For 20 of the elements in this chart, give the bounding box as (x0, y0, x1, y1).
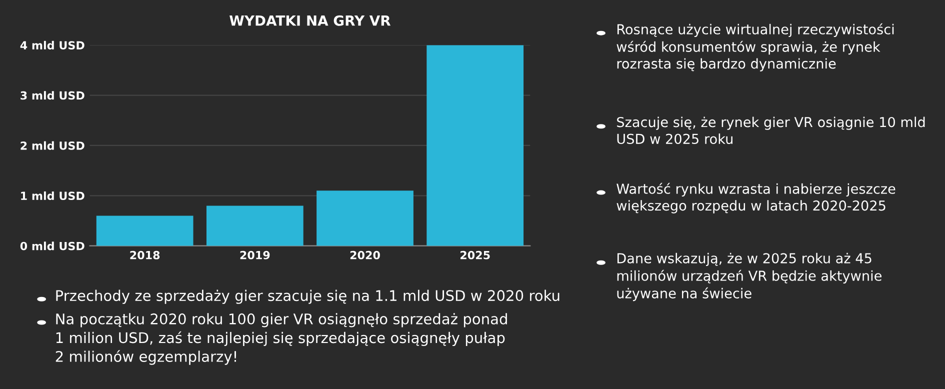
bar (426, 45, 524, 246)
y-tick-label: 4 mld USD (20, 40, 84, 50)
y-tick-label: 1 mld USD (21, 191, 84, 200)
text: Wartość rynku wzrasta i nabierze jeszcze większego rozpędu w latach 2020-2025 (616, 182, 896, 214)
text: Dane wskazują, że w 2025 roku aż 45 milionów urządzeń VR będzie aktywnie używane na świecie (617, 252, 882, 302)
text: Szacuje się, że rynek gier VR osiągnie 10 mld USD w 2025 roku (617, 116, 925, 144)
chart-title: WYDATKI NA GRY VR (230, 15, 391, 26)
x-tick-label: 2019 (240, 250, 270, 260)
bar (206, 206, 304, 246)
bar (96, 216, 194, 246)
text: Rosnące użycie wirtualnej rzeczywistości wśród konsumentów sprawia, że rynek rozrasta się bardzo dynamicznie (616, 23, 894, 72)
x-tick-label: 2020 (350, 250, 380, 260)
bar (316, 190, 414, 246)
text: Na początku 2020 roku 100 gier VR osiągnęło sprzedaż ponad 1 milion USD, zaś te najlepiej się sprzedające osiągnęły pułap 2 milionów egzemplarzy! (56, 313, 507, 365)
x-tick-label: 2018 (130, 250, 160, 260)
text: Przechody ze sprzedaży gier szacuje się na 1.1 mld USD w 2020 roku (56, 290, 560, 304)
y-tick-label: 2 mld USD (20, 141, 84, 150)
x-tick-label: 2025 (460, 250, 490, 260)
y-tick-label: 0 mld USD (20, 242, 84, 250)
y-tick-label: 3 mld USD (20, 91, 84, 100)
